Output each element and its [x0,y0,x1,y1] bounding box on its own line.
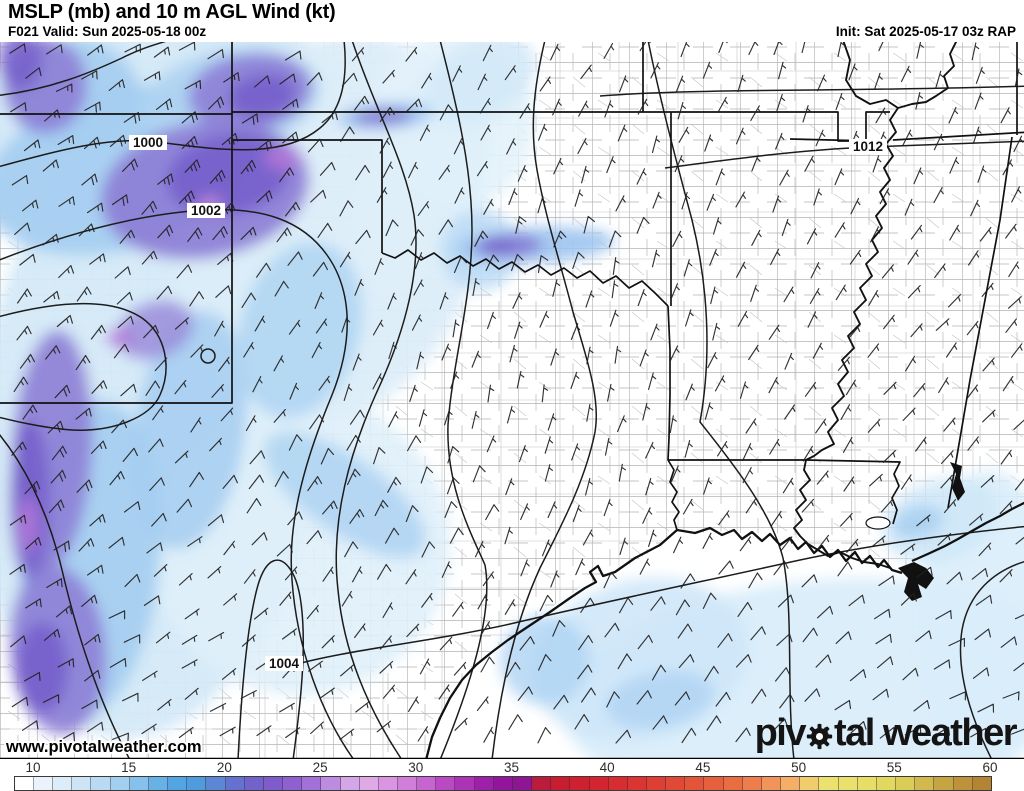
colorbar-segment [570,777,590,790]
map-title: MSLP (mb) and 10 m AGL Wind (kt) [8,1,336,23]
wind-speed-colorbar: 10 15 20 25 30 35 40 45 50 55 60 [0,759,1024,791]
colorbar-segment [742,777,762,790]
logo-text-weather: weather [873,712,1018,754]
colorbar-segment [148,777,169,790]
colorbar-tick-label: 45 [695,760,711,775]
colorbar-segment [378,777,398,790]
colorbar-segment [53,777,73,790]
colorbar-tick-labels: 10 15 20 25 30 35 40 45 50 55 60 [0,760,1024,775]
colorbar-segment [915,777,935,790]
colorbar-segment [359,777,379,790]
colorbar-segment [340,777,360,790]
colorbar-tick-label: 25 [312,760,328,775]
colorbar-tick-label: 20 [216,760,232,775]
colorbar-segment [800,777,820,790]
colorbar-segment [225,777,245,790]
map-header: MSLP (mb) and 10 m AGL Wind (kt) F021 Va… [0,0,1024,42]
colorbar-segment [857,777,877,790]
logo-text-tal: tal [833,712,875,754]
colorbar-segment [972,777,991,790]
colorbar-tick-label: 55 [886,760,902,775]
contour-labels: 1000 1002 1004 1012 [129,135,887,671]
watermark-url: www.pivotalweather.com [6,738,202,756]
forecast-valid-time: F021 Valid: Sun 2025-05-18 00z [8,24,207,39]
colorbar-segment [129,777,149,790]
logo-text-piv: piv [754,712,807,754]
colorbar-segment [474,777,494,790]
colorbar-tick-label: 40 [599,760,615,775]
colorbar-segment [666,777,686,790]
colorbar-segment [397,777,418,790]
contour-label: 1004 [269,656,300,671]
colorbar-segment [72,777,92,790]
state-borders [0,42,1024,759]
colorbar-segment [781,777,801,790]
colorbar-segment [512,777,533,790]
pivotal-weather-logo: piv tal weather [754,712,1018,754]
colorbar-segment [168,777,188,790]
colorbar-segment [685,777,705,790]
model-init-time: Init: Sat 2025-05-17 03z RAP [835,24,1016,39]
contour-label: 1012 [853,139,883,154]
colorbar-segment [532,777,552,790]
colorbar-segment [589,777,609,790]
colorbar-segment [608,777,628,790]
contour-label: 1000 [133,135,163,150]
colorbar-segment [838,777,858,790]
colorbar-segment [761,777,782,790]
colorbar-gradient [13,776,992,791]
colorbar-segment [455,777,475,790]
colorbar-segment [627,777,648,790]
colorbar-segment [647,777,667,790]
colorbar-tick-label: 30 [408,760,424,775]
colorbar-segment [244,777,264,790]
colorbar-segment [283,777,303,790]
colorbar-segment [263,777,284,790]
colorbar-segment [934,777,954,790]
colorbar-tick-label: 35 [503,760,520,775]
colorbar-tick-label: 50 [791,760,807,775]
colorbar-segment [876,777,897,790]
colorbar-segment [34,777,54,790]
colorbar-segment [819,777,839,790]
colorbar-segment [723,777,743,790]
colorbar-segment [321,777,341,790]
gear-icon [806,723,833,749]
colorbar-segment [493,777,513,790]
colorbar-segment [953,777,973,790]
colorbar-segment [14,777,35,790]
colorbar-segment [417,777,437,790]
colorbar-segment [302,777,322,790]
contour-label: 1002 [191,203,221,218]
colorbar-segment [187,777,207,790]
colorbar-segment [91,777,111,790]
colorbar-tick-label: 15 [121,760,137,775]
colorbar-segment [704,777,724,790]
colorbar-tick-label: 60 [982,760,998,775]
colorbar-tick-label: 10 [25,760,41,775]
colorbar-segment [206,777,226,790]
colorbar-segment [896,777,916,790]
colorbar-segment [436,777,456,790]
colorbar-segment [551,777,571,790]
colorbar-segment [110,777,130,790]
